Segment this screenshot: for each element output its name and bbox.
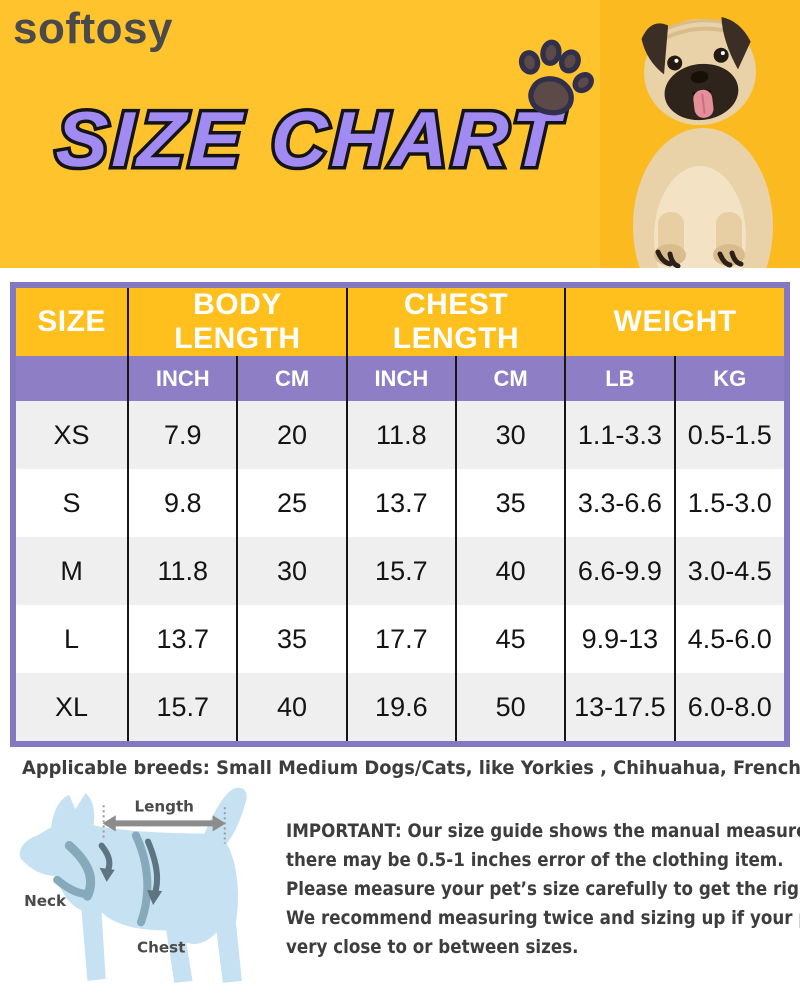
value-cell: 3.3-6.6 — [564, 469, 675, 537]
paw-print-icon — [518, 39, 594, 116]
table-row: M 11.8 30 15.7 40 6.6-9.9 3.0-4.5 — [16, 537, 784, 605]
value-cell: 6.0-8.0 — [673, 673, 784, 741]
col-header-weight: WEIGHT — [564, 288, 784, 356]
table-group-header-row: SIZE BODY LENGTH CHEST LENGTH WEIGHT — [16, 288, 784, 356]
value-cell: 25 — [236, 469, 347, 537]
brand-logo: softosy — [13, 4, 173, 53]
value-cell: 13.7 — [345, 469, 456, 537]
size-cell: L — [16, 605, 129, 673]
size-cell: XS — [16, 401, 129, 469]
bottom-section: Length Neck Chest IMPORTANT: Our size gu… — [0, 783, 800, 995]
page-title: SIZE CHART — [51, 92, 568, 187]
value-cell: 1.5-3.0 — [673, 469, 784, 537]
table-row: S 9.8 25 13.7 35 3.3-6.6 1.5-3.0 — [16, 469, 784, 537]
unit-header-kg: KG — [673, 356, 784, 401]
value-cell: 11.8 — [345, 401, 456, 469]
value-cell: 45 — [454, 605, 566, 673]
value-cell: 6.6-9.9 — [564, 537, 675, 605]
value-cell: 19.6 — [345, 673, 456, 741]
size-cell: M — [16, 537, 129, 605]
unit-header-chest-inch: INCH — [345, 356, 456, 401]
important-note-line: We recommend measuring twice and sizing … — [286, 907, 800, 929]
dog-measurement-diagram: Length Neck Chest — [4, 783, 282, 995]
size-table: SIZE BODY LENGTH CHEST LENGTH WEIGHT INC… — [10, 282, 790, 747]
table-unit-header-row: INCH CM INCH CM LB KG — [16, 356, 784, 401]
hero-banner: softosy SIZE CHART — [0, 0, 800, 268]
value-cell: 40 — [236, 673, 347, 741]
value-cell: 30 — [454, 401, 566, 469]
pug-illustration — [600, 0, 800, 268]
col-header-chest-length: CHEST LENGTH — [345, 288, 566, 356]
value-cell: 15.7 — [345, 537, 456, 605]
value-cell: 9.8 — [127, 469, 238, 537]
important-note: IMPORTANT: Our size guide shows the manu… — [286, 817, 800, 995]
breeds-note: Applicable breeds: Small Medium Dogs/Cat… — [22, 757, 800, 779]
important-note-line: IMPORTANT: Our size guide shows the manu… — [286, 820, 800, 842]
value-cell: 9.9-13 — [564, 605, 675, 673]
value-cell: 15.7 — [127, 673, 238, 741]
pug-photo — [600, 0, 800, 268]
unit-header-lb: LB — [564, 356, 675, 401]
unit-header-body-cm: CM — [236, 356, 347, 401]
value-cell: 30 — [236, 537, 347, 605]
table-row: XS 7.9 20 11.8 30 1.1-3.3 0.5-1.5 — [16, 401, 784, 469]
unit-header-blank — [16, 356, 129, 401]
value-cell: 4.5-6.0 — [673, 605, 784, 673]
chest-label: Chest — [137, 939, 185, 957]
value-cell: 20 — [236, 401, 347, 469]
col-header-body-length: BODY LENGTH — [127, 288, 347, 356]
unit-header-body-inch: INCH — [127, 356, 238, 401]
value-cell: 50 — [454, 673, 566, 741]
value-cell: 17.7 — [345, 605, 456, 673]
important-note-line: very close to or between sizes. — [286, 936, 579, 958]
length-label: Length — [134, 797, 194, 815]
value-cell: 0.5-1.5 — [673, 401, 784, 469]
value-cell: 35 — [454, 469, 566, 537]
neck-label: Neck — [24, 892, 67, 910]
value-cell: 7.9 — [127, 401, 238, 469]
value-cell: 35 — [236, 605, 347, 673]
chest-strap — [131, 831, 152, 927]
important-note-line: Please measure your pet’s size carefully… — [286, 878, 800, 900]
value-cell: 13-17.5 — [564, 673, 675, 741]
size-cell: XL — [16, 673, 129, 741]
value-cell: 11.8 — [127, 537, 238, 605]
value-cell: 3.0-4.5 — [673, 537, 784, 605]
dog-silhouette — [19, 787, 247, 983]
value-cell: 1.1-3.3 — [564, 401, 675, 469]
important-note-line: there may be 0.5-1 inches error of the c… — [286, 849, 784, 871]
neck-strap-lower — [53, 875, 92, 899]
table-row: XL 15.7 40 19.6 50 13-17.5 6.0-8.0 — [16, 673, 784, 741]
size-cell: S — [16, 469, 129, 537]
col-header-size: SIZE — [16, 288, 129, 356]
unit-header-chest-cm: CM — [454, 356, 566, 401]
value-cell: 13.7 — [127, 605, 238, 673]
table-row: L 13.7 35 17.7 45 9.9-13 4.5-6.0 — [16, 605, 784, 673]
value-cell: 40 — [454, 537, 566, 605]
